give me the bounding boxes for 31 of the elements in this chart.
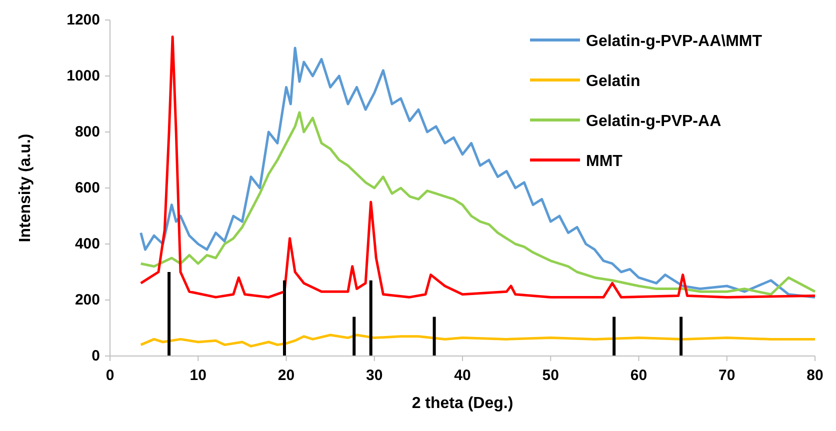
bar	[352, 316, 356, 356]
bar	[612, 316, 616, 356]
bar	[432, 316, 436, 356]
y-tick-label: 200	[74, 292, 100, 308]
y-tick-label: 1000	[66, 68, 100, 84]
y-tick-label: 800	[74, 124, 100, 140]
line-series	[140, 334, 816, 348]
legend-label: MMT	[586, 153, 623, 170]
legend-label: Gelatin-g-PVP-AA	[586, 113, 722, 130]
legend-label: Gelatin-g-PVP-AA\MMT	[586, 33, 762, 50]
x-tick-label: 10	[190, 367, 206, 384]
bar	[680, 316, 683, 356]
legend-label: Gelatin	[586, 73, 640, 90]
x-tick-label: 0	[106, 367, 114, 384]
x-tick-label: 20	[278, 367, 295, 384]
bar	[168, 272, 171, 356]
y-tick-label: 600	[74, 180, 100, 196]
y-tick-label: 0	[92, 348, 100, 364]
bar	[282, 280, 286, 356]
y-tick-label: 1200	[66, 12, 100, 28]
x-tick-label: 70	[718, 367, 736, 384]
x-tick-label: 60	[630, 367, 648, 384]
y-axis-title: Intensity (a.u.)	[17, 134, 34, 242]
x-tick-label: 40	[454, 367, 471, 384]
x-tick-label: 50	[542, 367, 559, 384]
y-tick-label: 400	[74, 236, 100, 252]
x-tick-label: 30	[366, 367, 383, 384]
line-series	[140, 111, 816, 296]
x-tick-label: 80	[806, 367, 824, 384]
bar	[369, 280, 372, 356]
x-axis-title: 2 theta (Deg.)	[412, 395, 514, 412]
